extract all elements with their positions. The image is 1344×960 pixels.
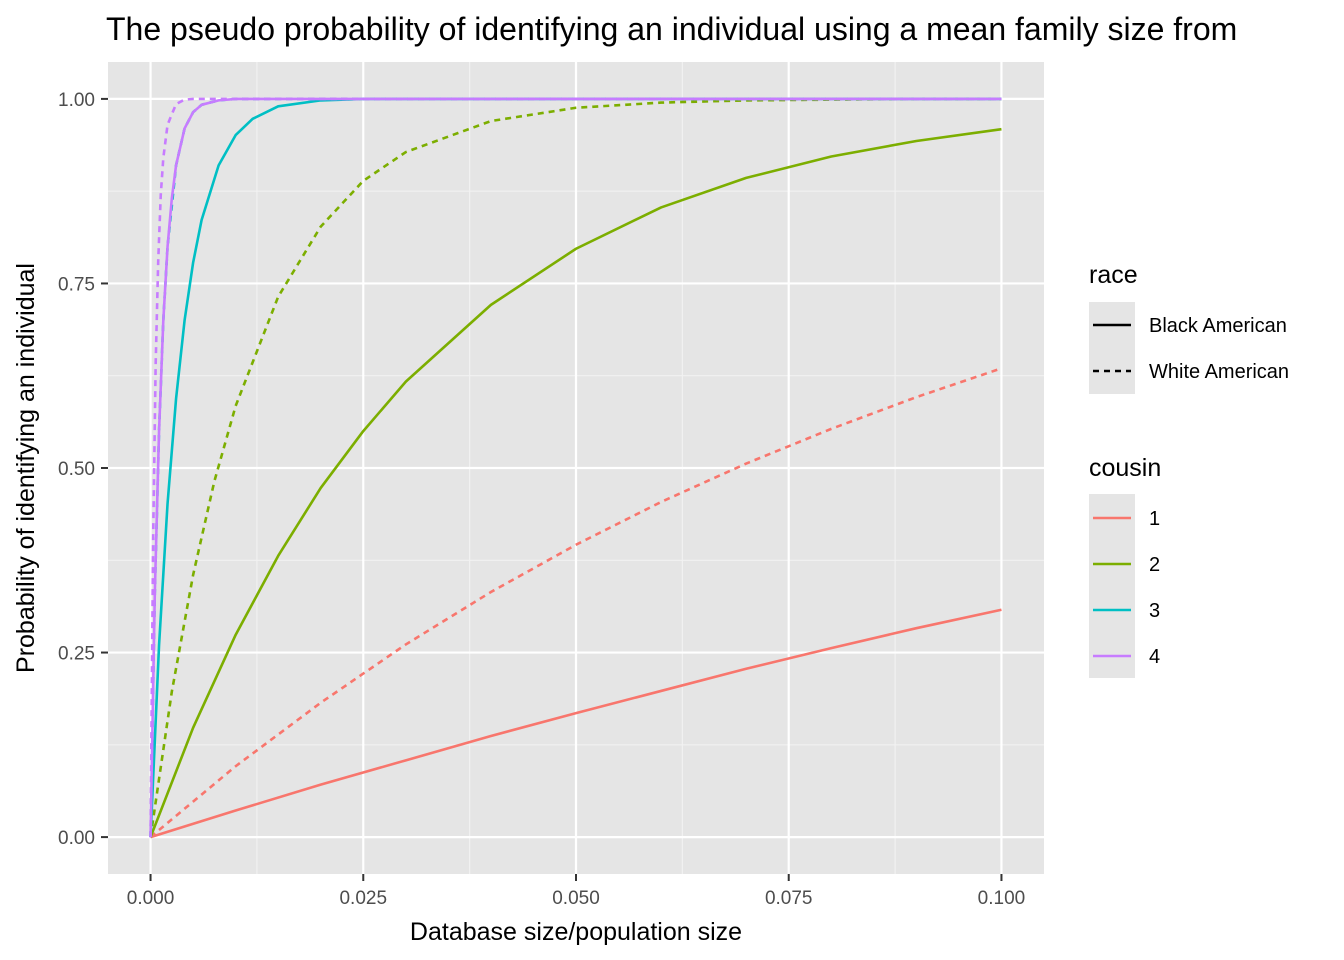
- chart-title: The pseudo probability of identifying an…: [106, 11, 1237, 47]
- x-tick-label: 0.075: [765, 888, 813, 909]
- x-axis-title: Database size/population size: [410, 918, 742, 946]
- y-tick-label: 0.25: [58, 644, 95, 665]
- y-axis-title: Probability of identifying an individual: [12, 263, 40, 673]
- legend-cousin-key-bg: [1089, 494, 1135, 678]
- series-line-cousin-2-black-american: [149, 127, 1002, 838]
- y-tick-label: 0.00: [58, 828, 95, 849]
- series-layer: [149, 97, 1002, 839]
- x-tick-label: 0.100: [978, 888, 1026, 909]
- series-line-cousin-2-white-american: [149, 97, 1002, 838]
- x-tick-label: 0.050: [552, 888, 600, 909]
- legend-cousin-title: cousin: [1089, 454, 1161, 482]
- series-line-cousin-4-black-american: [149, 97, 1002, 838]
- legend-race-label: Black American: [1149, 315, 1287, 337]
- series-line-cousin-1-white-american: [149, 367, 1002, 839]
- y-tick-label: 0.75: [58, 274, 95, 295]
- y-tick-label: 1.00: [58, 90, 95, 111]
- y-tick-label: 0.50: [58, 459, 95, 480]
- legend-cousin-label: 3: [1149, 600, 1160, 622]
- x-axis: 0.000 0.025 0.050 0.075 0.100: [127, 874, 1025, 909]
- x-tick-label: 0.000: [127, 888, 175, 909]
- y-axis: 0.00 0.25 0.50 0.75 1.00: [58, 90, 108, 849]
- legend-race-label: White American: [1149, 361, 1289, 383]
- series-line-cousin-4-white-american: [149, 97, 1002, 838]
- legend-cousin-label: 4: [1149, 646, 1160, 668]
- legend-race-key-bg: [1089, 302, 1135, 394]
- legend-cousin-label: 1: [1149, 508, 1160, 530]
- series-line-cousin-1-black-american: [150, 608, 1002, 839]
- x-tick-label: 0.025: [339, 888, 387, 909]
- legend: race Black American White American cousin 1 2…: [1089, 261, 1289, 678]
- legend-cousin-label: 2: [1149, 554, 1160, 576]
- legend-race-title: race: [1089, 261, 1138, 289]
